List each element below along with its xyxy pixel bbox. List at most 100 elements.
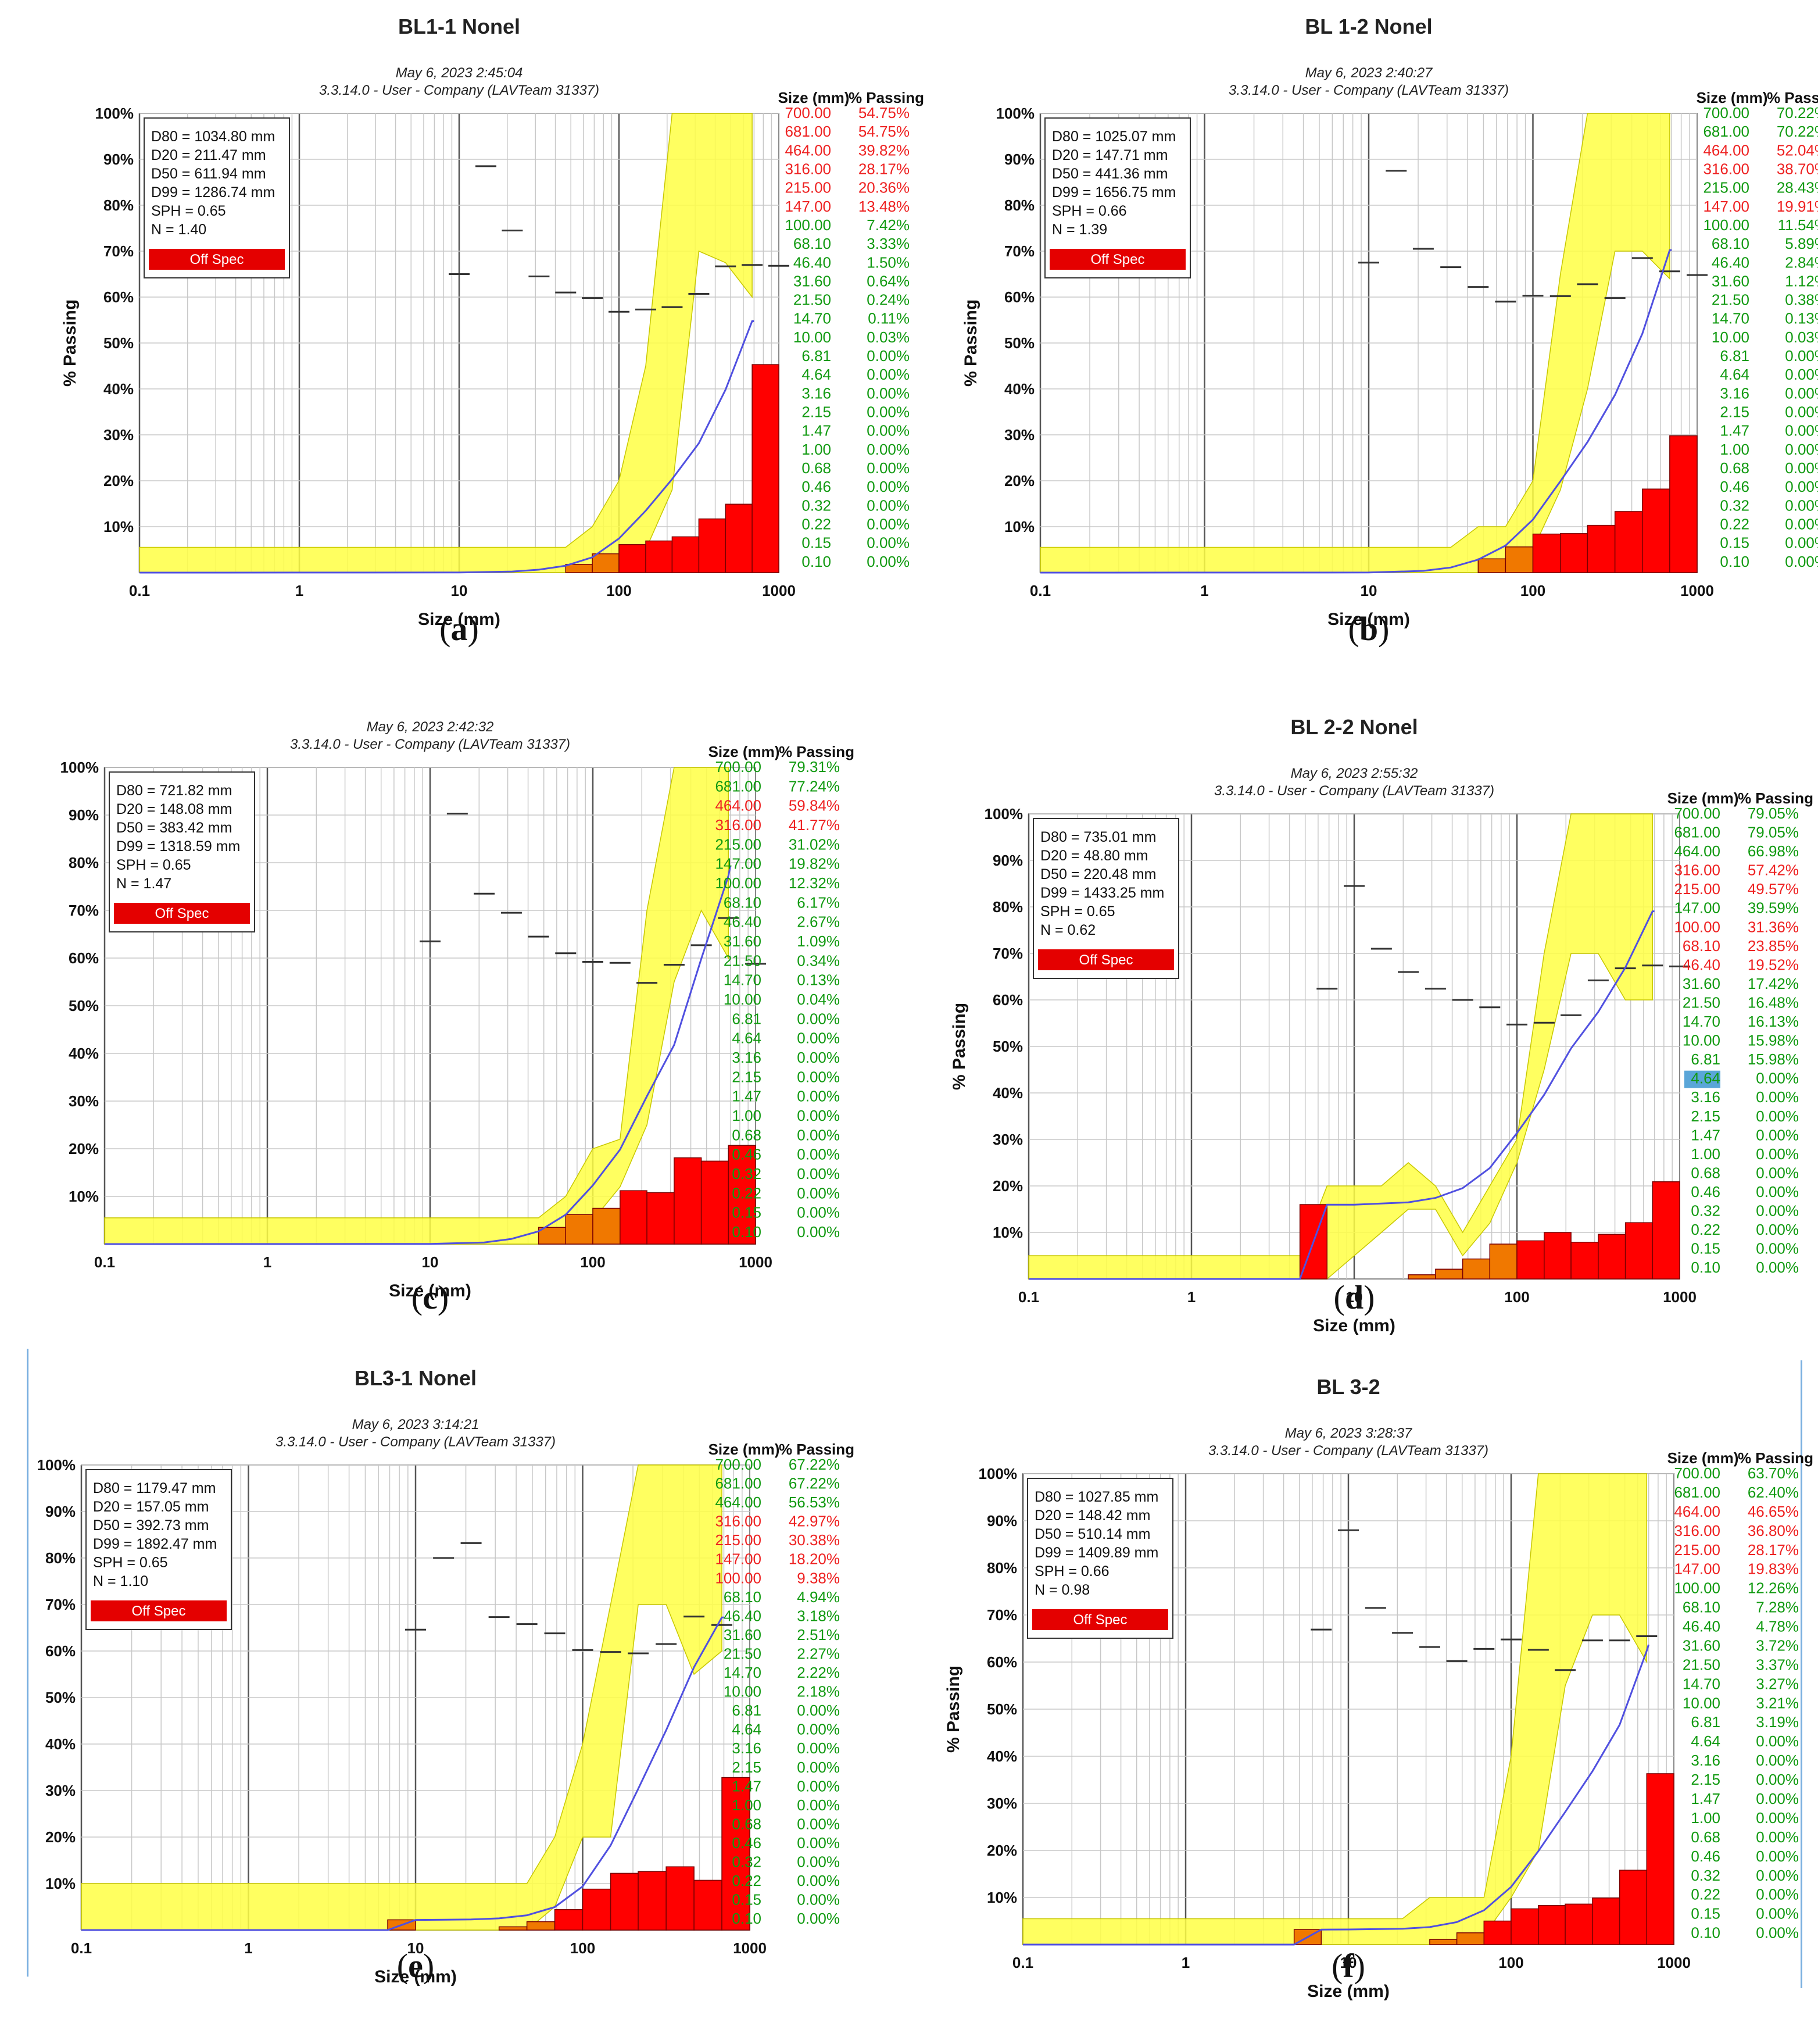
off-spec-badge: [1032, 1609, 1168, 1630]
table-passing-value: 6.17%: [797, 894, 840, 911]
bar-5: [610, 1873, 639, 1931]
table-passing-value: 0.00%: [867, 459, 910, 477]
cumulative-passing-line: [1040, 249, 1672, 574]
table-size-value: 100.00: [1674, 1580, 1720, 1597]
y-tick-label: 50%: [103, 334, 134, 352]
table-passing-value: 20.36%: [858, 179, 910, 196]
table-size-value: 700.00: [715, 1456, 761, 1473]
cumulative-passing-line: [1023, 1644, 1650, 1946]
y-tick-label: 90%: [993, 852, 1023, 869]
table-passing-value: 19.82%: [789, 855, 840, 873]
y-tick-label: 70%: [45, 1596, 76, 1613]
table-size-value: 68.10: [1683, 1599, 1720, 1616]
table-passing-value: 0.00%: [797, 1184, 840, 1202]
stat-line: D99 = 1433.25 mm: [1040, 885, 1164, 901]
stat-line: SPH = 0.66: [1035, 1563, 1110, 1580]
table-passing-value: 0.00%: [1785, 422, 1818, 439]
y-tick-label: 100%: [60, 759, 99, 776]
table-passing-value: 0.00%: [867, 553, 910, 570]
x-tick-label: 1000: [762, 582, 796, 599]
table-passing-value: 0.03%: [867, 328, 910, 346]
y-tick-label: 30%: [987, 1795, 1017, 1812]
bar-9: [1624, 1222, 1654, 1280]
table-passing-value: 0.03%: [1785, 328, 1818, 346]
table-passing-value: 49.57%: [1748, 880, 1799, 898]
table-size-value: 0.22: [732, 1872, 761, 1889]
y-tick-label: 60%: [69, 949, 99, 967]
table-size-value: 6.81: [732, 1010, 761, 1027]
table-size-value: 14.70: [1683, 1013, 1720, 1030]
stat-line: D20 = 148.42 mm: [1035, 1507, 1150, 1524]
table-passing-value: 0.00%: [797, 1777, 840, 1795]
bar-7: [1669, 435, 1698, 573]
table-size-value: 10.00: [793, 328, 831, 346]
table-size-value: 31.60: [793, 272, 831, 290]
table-passing-value: 0.00%: [867, 422, 910, 439]
table-size-value: 700.00: [1674, 805, 1720, 822]
table-size-value: 2.15: [732, 1759, 761, 1776]
bar-1: [498, 1926, 528, 1931]
table-passing-value: 79.05%: [1748, 805, 1799, 822]
table-passing-value: 0.00%: [867, 515, 910, 533]
table-size-value: 0.32: [1720, 496, 1749, 514]
panel-caption: (b): [1348, 610, 1390, 648]
table-passing-value: 0.00%: [1756, 1886, 1799, 1903]
table-size-value: 0.15: [1720, 534, 1749, 552]
table-size-value: 464.00: [1703, 141, 1749, 159]
table-passing-value: 0.00%: [797, 1107, 840, 1124]
table-size-value: 0.32: [1691, 1867, 1720, 1884]
table-passing-value: 0.00%: [1785, 347, 1818, 365]
table-size-value: 2.15: [732, 1068, 761, 1085]
table-passing-value: 0.00%: [797, 1759, 840, 1776]
table-passing-value: 0.00%: [1756, 1732, 1799, 1750]
table-passing-value: 38.70%: [1777, 160, 1818, 177]
table-size-value: 0.32: [732, 1853, 761, 1871]
x-tick-label: 100: [1498, 1954, 1523, 1971]
bar-2: [592, 1207, 621, 1245]
table-size-value: 0.10: [732, 1910, 761, 1927]
bar-7: [1570, 1242, 1599, 1280]
y-tick-label: 30%: [45, 1782, 76, 1799]
y-tick-label: 40%: [69, 1045, 99, 1062]
table-passing-value: 16.48%: [1748, 994, 1799, 1011]
x-tick-label: 0.1: [129, 582, 150, 599]
x-tick-label: 1: [1182, 1954, 1190, 1971]
y-tick-label: 30%: [993, 1131, 1023, 1148]
table-header-size: Size (mm): [1667, 1449, 1739, 1467]
bar-4: [1489, 1243, 1518, 1280]
table-passing-value: 0.00%: [797, 1088, 840, 1105]
table-size-value: 215.00: [1674, 880, 1720, 898]
table-passing-value: 0.00%: [1756, 1145, 1799, 1163]
table-size-value: 46.40: [793, 253, 831, 271]
table-passing-value: 0.24%: [867, 291, 910, 309]
y-tick-label: 50%: [69, 997, 99, 1014]
table-passing-value: 0.34%: [797, 952, 840, 969]
panel-letter: b: [1359, 610, 1379, 648]
table-size-value: 0.15: [732, 1204, 761, 1221]
cumulative-passing-line: [104, 866, 732, 1245]
table-size-value: 0.68: [732, 1815, 761, 1832]
off-spec-label: Off Spec: [1073, 1612, 1128, 1628]
table-passing-value: 12.26%: [1748, 1580, 1799, 1597]
table-size-value: 10.00: [1683, 1032, 1720, 1049]
off-spec-label: Off Spec: [155, 906, 209, 921]
table-passing-value: 0.00%: [1756, 1126, 1799, 1144]
table-passing-value: 0.00%: [1785, 553, 1818, 570]
table-header-size: Size (mm): [1667, 789, 1739, 807]
y-tick-label: 90%: [45, 1503, 76, 1520]
x-tick-label: 0.1: [71, 1939, 92, 1957]
y-tick-label: 10%: [1004, 518, 1035, 535]
panel-letter: d: [1344, 1278, 1364, 1316]
table-size-value: 0.68: [732, 1126, 761, 1144]
bar-8: [693, 1879, 722, 1931]
table-size-value: 21.50: [1712, 291, 1749, 309]
table-size-value: 316.00: [715, 1513, 761, 1530]
table-passing-value: 2.22%: [797, 1664, 840, 1681]
table-size-value: 215.00: [715, 835, 761, 853]
table-passing-value: 0.00%: [1785, 441, 1818, 458]
run-date: May 6, 2023 2:42:32: [367, 719, 494, 735]
stat-line: D99 = 1318.59 mm: [116, 838, 240, 855]
bar-3: [620, 1190, 647, 1245]
table-size-value: 464.00: [1674, 1503, 1720, 1520]
x-axis-label: Size (mm): [374, 1967, 457, 1986]
